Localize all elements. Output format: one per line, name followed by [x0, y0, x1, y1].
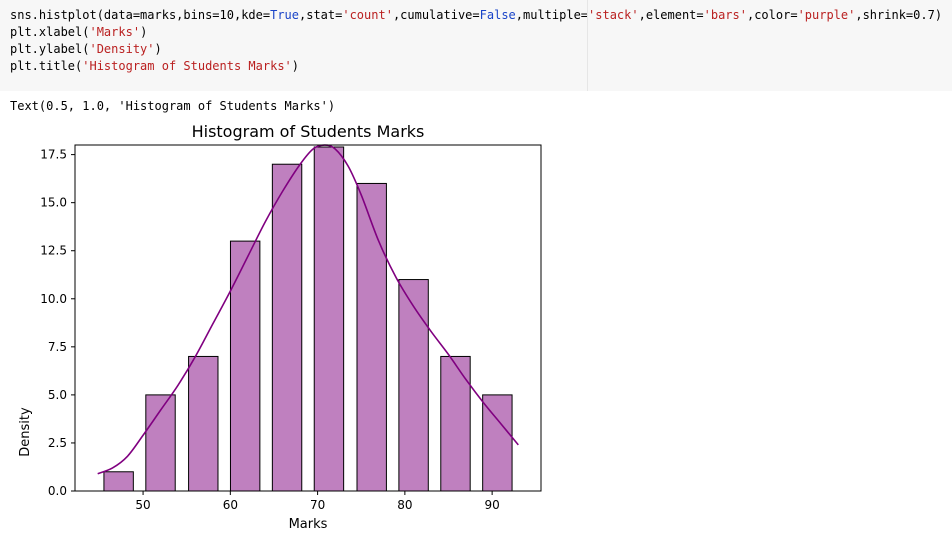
code-token: 'Histogram of Students Marks'	[82, 59, 292, 73]
code-token: ,multiple=	[515, 8, 589, 22]
y-tick-label: 17.5	[40, 148, 67, 162]
code-token: 'bars'	[703, 8, 747, 22]
code-token: 'Marks'	[89, 25, 141, 39]
code-token: ,element=	[638, 8, 704, 22]
code-token: 'Density'	[89, 42, 155, 56]
code-token: plt.title(	[10, 59, 83, 73]
y-tick-label: 2.5	[48, 436, 67, 450]
histogram-bars	[103, 146, 513, 492]
code-token: ,shrink=0.7)	[855, 8, 943, 22]
code-cell-divider	[587, 0, 588, 91]
code-editor[interactable]: sns.histplot(data=marks,bins=10,kde=True…	[10, 7, 952, 75]
histogram-bar	[440, 355, 471, 492]
code-token: )	[140, 25, 148, 39]
axes: 0.0 2.5 5.0 7.5 10.0 12.5 15.0 17.5 50 60 70 80 90	[40, 144, 542, 512]
y-axis-label: Density	[18, 407, 33, 457]
x-tick-label: 90	[484, 498, 499, 512]
code-token: True	[270, 8, 299, 22]
code-token: 'stack'	[588, 8, 639, 22]
y-tick-label: 10.0	[40, 292, 67, 306]
chart-container: Histogram of Students Marks 0.0 2.5 5.0 7.5…	[0, 114, 560, 541]
code-line: plt.ylabel('Density')	[10, 41, 952, 58]
y-tick-label: 7.5	[48, 340, 67, 354]
code-token: 'purple'	[797, 8, 856, 22]
x-tick-label: 80	[397, 498, 412, 512]
code-token: )	[291, 59, 299, 73]
code-token: ,cumulative=	[392, 8, 480, 22]
y-tick-label: 15.0	[40, 196, 67, 210]
histogram-bar	[356, 182, 387, 492]
code-cell[interactable]: sns.histplot(data=marks,bins=10,kde=True…	[0, 0, 952, 91]
code-token: ,stat=	[299, 8, 343, 22]
y-tick-label: 0.0	[48, 484, 67, 498]
kde-line	[97, 144, 519, 475]
histogram-bar	[188, 355, 219, 492]
code-line: plt.xlabel('Marks')	[10, 24, 952, 41]
histogram-chart: Histogram of Students Marks 0.0 2.5 5.0 7.5…	[18, 122, 542, 532]
histogram-bar	[103, 471, 134, 492]
output-text: Text(0.5, 1.0, 'Histogram of Students Ma…	[10, 99, 336, 113]
histogram-bar	[398, 279, 429, 492]
code-token: 'count'	[342, 8, 393, 22]
code-token: )	[154, 42, 162, 56]
y-tick-label: 5.0	[48, 388, 67, 402]
code-token: plt.xlabel(	[10, 25, 90, 39]
x-axis-label: Marks	[289, 517, 328, 532]
plot-frame	[74, 144, 542, 492]
kde-curve-group	[97, 144, 519, 475]
histogram-bar	[482, 394, 513, 492]
chart-title: Histogram of Students Marks	[192, 122, 425, 141]
y-tick-label: 12.5	[40, 244, 67, 258]
x-tick-label: 50	[135, 498, 150, 512]
code-token: sns.histplot(data=marks,bins=10,kde=	[10, 8, 271, 22]
histogram-bar	[313, 146, 345, 492]
x-tick-label: 70	[310, 498, 325, 512]
code-line: plt.title('Histogram of Students Marks')	[10, 58, 952, 75]
code-line: sns.histplot(data=marks,bins=10,kde=True…	[10, 7, 952, 24]
code-token: plt.ylabel(	[10, 42, 90, 56]
code-token: ,color=	[746, 8, 798, 22]
histogram-bar	[271, 163, 303, 492]
code-token: False	[479, 8, 516, 22]
histogram-bar	[229, 240, 261, 492]
x-tick-label: 60	[223, 498, 238, 512]
